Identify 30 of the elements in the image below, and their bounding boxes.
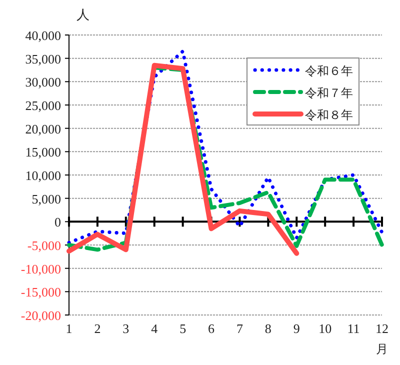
y-tick-label: 25,000	[25, 98, 61, 113]
x-tick-label: 11	[347, 321, 360, 336]
x-tick-label: 12	[376, 321, 388, 336]
legend-label: 令和７年	[305, 86, 353, 100]
x-tick-label: 1	[66, 321, 72, 336]
x-tick-label: 10	[318, 321, 332, 336]
y-tick-label: 15,000	[25, 144, 61, 160]
legend-label: 令和８年	[305, 108, 353, 122]
y-tick-label: -15,000	[20, 284, 61, 300]
y-tick-label: 40,000	[25, 28, 61, 43]
x-tick-label: 8	[264, 321, 272, 336]
y-axis-title: 人	[76, 7, 90, 22]
y-tick-label: -5,000	[27, 238, 61, 253]
y-tick-label: 20,000	[25, 121, 61, 136]
x-axis-title: 月	[376, 342, 388, 356]
x-tick-label: 3	[122, 321, 130, 336]
y-tick-label: -20,000	[20, 308, 61, 323]
y-tick-label: 5,000	[32, 191, 61, 206]
y-tick-label: -10,000	[20, 261, 61, 276]
x-tick-label: 5	[180, 321, 186, 336]
y-tick-label: 30,000	[25, 74, 61, 90]
x-tick-label: 9	[293, 321, 300, 336]
x-tick-label: 6	[208, 321, 216, 336]
legend-label: 令和６年	[305, 64, 353, 78]
x-tick-label: 4	[151, 321, 158, 336]
y-tick-label: 35,000	[25, 51, 61, 66]
y-tick-label: 0	[54, 214, 61, 230]
x-tick-label: 7	[236, 321, 244, 336]
y-tick-label: 10,000	[25, 168, 61, 183]
x-tick-label: 2	[94, 321, 101, 336]
